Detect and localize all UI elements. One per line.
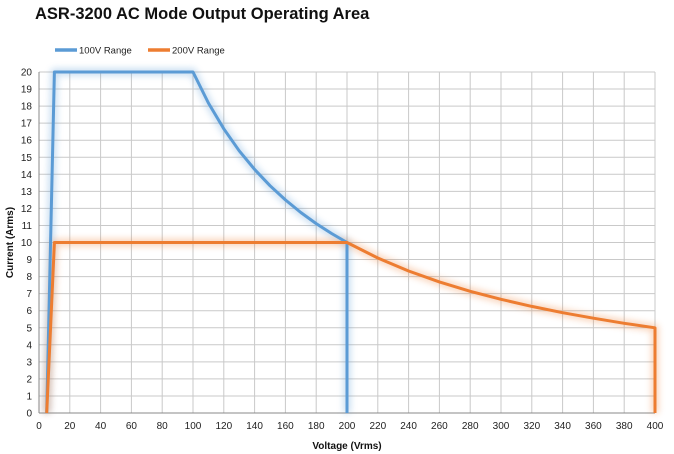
y-axis-title: Current (Arms) xyxy=(5,207,16,278)
x-tick-label: 400 xyxy=(647,421,664,432)
y-tick-label: 3 xyxy=(26,357,32,368)
y-tick-label: 5 xyxy=(26,323,32,334)
x-tick-label: 100 xyxy=(185,421,202,432)
y-tick-label: 1 xyxy=(26,391,32,402)
y-tick-label: 16 xyxy=(21,136,33,147)
y-tick-label: 8 xyxy=(26,272,32,283)
x-tick-label: 300 xyxy=(493,421,510,432)
x-tick-label: 280 xyxy=(462,421,479,432)
y-tick-label: 12 xyxy=(21,204,33,215)
y-tick-label: 19 xyxy=(21,85,33,96)
y-tick-label: 6 xyxy=(26,306,32,317)
series-line-1 xyxy=(45,70,349,414)
y-tick-label: 11 xyxy=(22,221,33,232)
x-tick-label: 60 xyxy=(126,421,138,432)
y-tick-label: 7 xyxy=(26,289,32,300)
x-tick-label: 260 xyxy=(431,421,448,432)
y-tick-label: 0 xyxy=(26,409,32,420)
x-tick-label: 160 xyxy=(277,421,294,432)
y-tick-label: 4 xyxy=(26,340,32,351)
legend-label-2: 200V Range xyxy=(172,46,225,57)
x-tick-label: 140 xyxy=(246,421,263,432)
x-tick-label: 340 xyxy=(554,421,571,432)
x-tick-label: 80 xyxy=(157,421,169,432)
x-tick-label: 200 xyxy=(339,421,356,432)
series-line-2 xyxy=(45,241,657,414)
x-tick-label: 240 xyxy=(400,421,417,432)
x-tick-label: 20 xyxy=(64,421,76,432)
x-tick-label: 180 xyxy=(308,421,325,432)
x-tick-label: 0 xyxy=(36,421,42,432)
chart-title: ASR-3200 AC Mode Output Operating Area xyxy=(35,5,370,23)
y-tick-label: 10 xyxy=(21,238,33,249)
x-tick-label: 40 xyxy=(95,421,107,432)
y-tick-label: 17 xyxy=(21,119,33,130)
x-tick-label: 360 xyxy=(585,421,602,432)
x-tick-label: 380 xyxy=(616,421,633,432)
y-tick-label: 18 xyxy=(21,102,33,113)
x-tick-label: 320 xyxy=(523,421,540,432)
y-tick-label: 9 xyxy=(26,255,32,266)
x-axis-title: Voltage (Vrms) xyxy=(312,441,381,452)
legend-label-1: 100V Range xyxy=(79,46,132,57)
y-tick-label: 20 xyxy=(21,68,33,79)
x-tick-label: 120 xyxy=(215,421,232,432)
y-tick-label: 13 xyxy=(21,187,33,198)
x-tick-label: 220 xyxy=(369,421,386,432)
y-tick-label: 2 xyxy=(26,374,32,385)
y-tick-label: 15 xyxy=(21,153,33,164)
y-tick-label: 14 xyxy=(21,170,33,181)
